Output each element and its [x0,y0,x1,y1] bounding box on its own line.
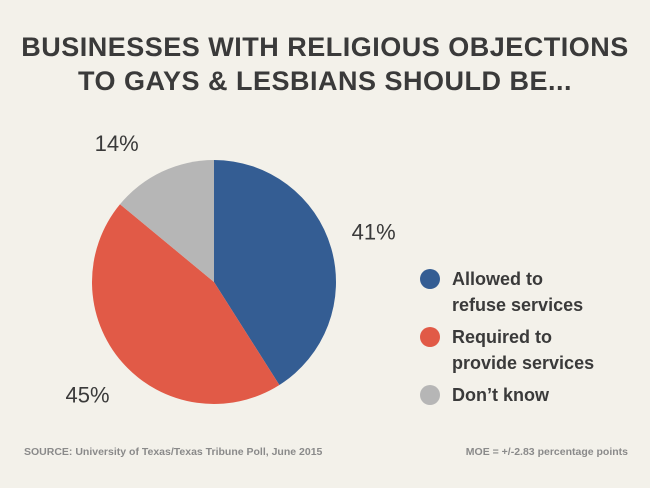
chart-title-line-1: BUSINESSES WITH RELIGIOUS OBJECTIONS [21,32,629,62]
pie-label-allowed: 41% [352,220,396,245]
legend-item-dont-know: Don’t know [420,382,640,408]
legend-swatch-allowed [420,269,440,289]
legend-swatch-required [420,327,440,347]
legend-label-allowed: Allowed to refuse services [452,269,584,315]
source-note: SOURCE: University of Texas/Texas Tribun… [24,446,323,458]
margin-of-error-note: MOE = +/-2.83 percentage points [465,446,628,458]
legend-swatch-dont-know [420,385,440,405]
chart-title: BUSINESSES WITH RELIGIOUS OBJECTIONS TO … [0,30,650,98]
legend: Allowed to refuse services Required to p… [420,266,640,414]
legend-item-required: Required to provide services [420,324,640,376]
legend-label-required: Required to provide services [452,327,595,373]
pie-label-required: 45% [65,382,109,407]
legend-item-allowed: Allowed to refuse services [420,266,640,318]
legend-label-dont-know: Don’t know [452,385,549,405]
pie-slice-allowed [214,160,337,386]
pie-label-dont-know: 14% [95,131,139,156]
chart-title-line-2: TO GAYS & LESBIANS SHOULD BE... [77,66,573,96]
pie-slice-required [91,204,280,405]
pie-slice-dont-know [120,160,214,282]
